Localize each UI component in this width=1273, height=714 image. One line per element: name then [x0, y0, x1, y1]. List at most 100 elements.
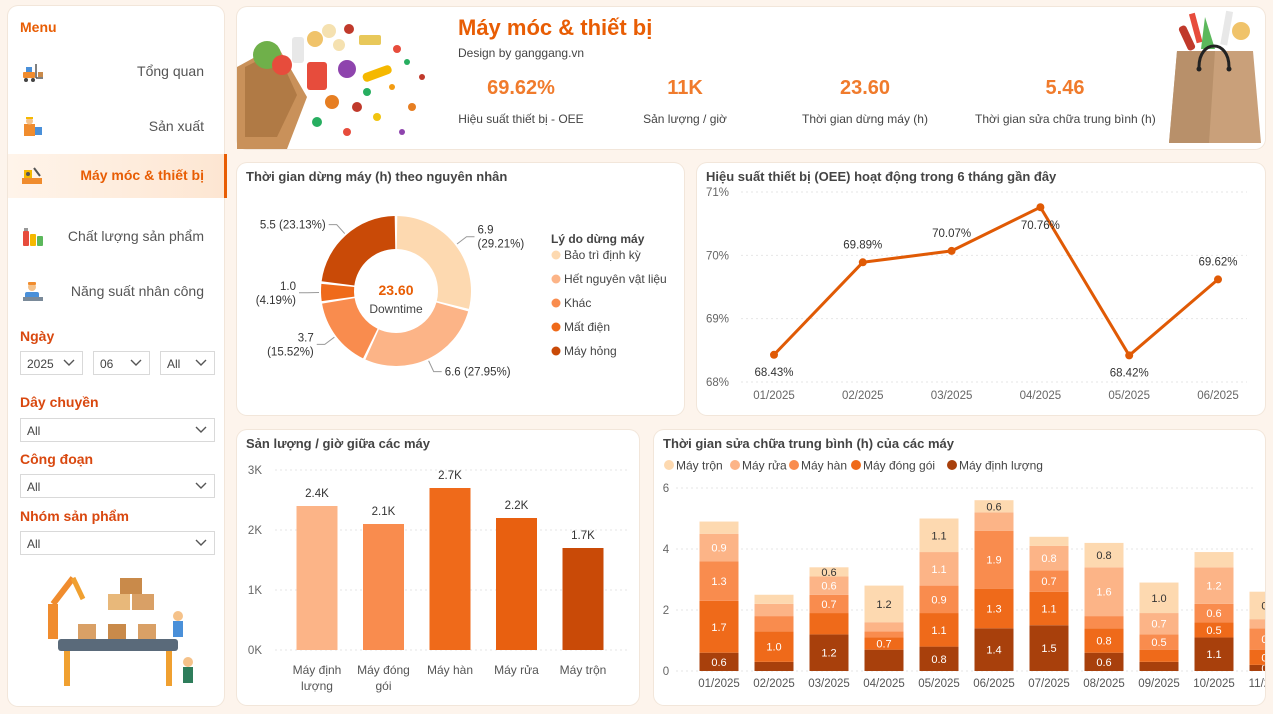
donut-center-value: 23.60	[378, 282, 413, 298]
segment-data-label: 1.5	[1041, 643, 1056, 655]
day-select[interactable]: All	[160, 351, 215, 375]
y-tick-label: 6	[663, 483, 669, 495]
repair-time-segment	[809, 634, 849, 671]
y-tick-label: 0K	[248, 645, 262, 657]
oee-line-chart: 68% 69% 70% 71% 01/2025 02/2025 03/2025 04/2025…	[706, 187, 1247, 402]
segment-data-label: 0.8	[931, 654, 946, 666]
segment-data-label: 1.3	[711, 576, 726, 588]
repair-time-segment	[754, 631, 794, 662]
legend-marker	[730, 460, 740, 470]
nav-item-production[interactable]: Sản xuất	[8, 105, 224, 149]
segment-data-label: 0.8	[1041, 553, 1056, 565]
group-select[interactable]: All	[20, 531, 215, 555]
segment-data-label: 1.7	[711, 622, 726, 634]
segment-data-label: 1.6	[1096, 587, 1111, 599]
repair-time-segment	[1084, 652, 1124, 671]
bar-data-label: 1.7K	[571, 530, 595, 542]
slice-label: 3.7	[298, 332, 314, 344]
kpi-value: 5.46	[1045, 77, 1085, 99]
segment-data-label: 0.6	[821, 581, 836, 593]
nav-item-machines[interactable]: Máy móc & thiết bị	[8, 154, 227, 198]
repair-time-segment	[1084, 542, 1124, 568]
output-bar	[363, 524, 404, 650]
line-select[interactable]: All	[20, 418, 215, 442]
segment-data-label: 0.5	[1151, 637, 1166, 649]
repair-time-segment	[974, 588, 1014, 629]
repair-time-segment	[919, 518, 959, 553]
x-tick-label: 01/2025	[698, 678, 740, 690]
repair-time-segment	[1029, 570, 1069, 592]
stage-select[interactable]: All	[20, 474, 215, 498]
page-subtitle: Design by ganggang.vn	[458, 46, 585, 60]
repair-time-segment	[974, 530, 1014, 589]
product-bottles-icon	[23, 228, 43, 246]
legend-label: Hết nguyên vật liệu	[564, 272, 667, 286]
downtime-donut-panel: Thời gian dừng máy (h) theo nguyên nhân …	[237, 163, 684, 415]
chart-title: Hiệu suất thiết bị (OEE) hoạt động trong…	[706, 169, 1057, 184]
chart-title: Thời gian dừng máy (h) theo nguyên nhân	[246, 169, 508, 184]
repair-time-segment	[919, 646, 959, 671]
x-tick-label: 06/2025	[973, 678, 1015, 690]
month-value: 06	[100, 357, 114, 371]
nav-item-labor[interactable]: Năng suất nhân công	[8, 270, 224, 314]
kpi-downtime: 23.60 Thời gian dừng máy (h)	[797, 77, 933, 126]
x-category-label: Máy hàn	[427, 663, 473, 677]
slice-pct-label: (15.52%)	[267, 346, 314, 358]
repair-time-segment	[864, 649, 904, 671]
legend-label: Máy định lượng	[959, 459, 1043, 473]
line-value: All	[27, 424, 41, 438]
kpi-output: 11K Sản lượng / giờ	[633, 77, 737, 126]
repair-time-segment	[864, 585, 904, 623]
oee-data-label: 68.43%	[754, 367, 793, 379]
legend-label: Máy đóng gói	[863, 459, 935, 473]
repair-time-segment	[699, 521, 739, 534]
repair-time-segment	[1029, 625, 1069, 671]
repair-time-segment	[974, 500, 1014, 513]
legend-marker	[551, 274, 561, 284]
x-tick-label: 08/2025	[1083, 678, 1125, 690]
oee-data-label: 69.89%	[843, 239, 882, 251]
repair-time-segment	[1249, 591, 1265, 620]
nav-item-overview[interactable]: Tổng quan	[8, 50, 224, 94]
oee-point	[1125, 351, 1134, 360]
segment-data-label: 0.9	[931, 594, 946, 606]
kpi-label: Hiệu suất thiết bị - OEE	[458, 112, 584, 126]
repair-time-segment	[754, 616, 794, 632]
nav-label: Sản xuất	[148, 118, 204, 134]
output-bar	[562, 548, 604, 650]
year-value: 2025	[27, 357, 54, 371]
bar-data-label: 2.4K	[305, 488, 329, 500]
segment-data-label: 0.6	[1096, 657, 1111, 669]
day-value: All	[167, 357, 181, 371]
segment-data-label: 0.9	[711, 542, 726, 554]
year-select[interactable]: 2025	[20, 351, 83, 375]
month-select[interactable]: 06	[93, 351, 150, 375]
segment-data-label: 0.6	[711, 657, 726, 669]
repair-time-panel: Thời gian sửa chữa trung bình (h) của cá…	[654, 430, 1265, 705]
x-tick-label: 09/2025	[1138, 678, 1180, 690]
kpi-mttr: 5.46 Thời gian sửa chữa trung bình (h)	[975, 77, 1156, 126]
donut-center-label: Downtime	[369, 302, 423, 316]
groceries-illustration	[237, 24, 425, 149]
repair-time-segment	[809, 594, 849, 614]
oee-point	[1036, 203, 1045, 212]
segment-data-label: 0.7	[1041, 576, 1056, 588]
repair-time-segment	[1139, 634, 1179, 650]
y-tick-label: 68%	[706, 377, 729, 389]
repair-time-segment	[1249, 649, 1265, 665]
segment-data-label: 1.1	[931, 530, 946, 542]
donut-slice	[396, 216, 471, 309]
y-tick-label: 3K	[248, 465, 262, 477]
bar-data-label: 2.1K	[372, 506, 396, 518]
bar-data-label: 2.2K	[505, 500, 529, 512]
repair-time-segment	[1139, 649, 1179, 662]
stage-value: All	[27, 480, 41, 494]
repair-time-segment	[1194, 552, 1234, 568]
chevron-down-icon	[195, 482, 207, 489]
segment-data-label: 0.8	[1096, 550, 1111, 562]
nav-item-quality[interactable]: Chất lượng sản phẩm	[8, 215, 224, 259]
oee-point	[947, 246, 956, 255]
y-tick-label: 71%	[706, 187, 729, 199]
segment-data-label: 0.6	[821, 567, 836, 579]
x-tick-label: 10/2025	[1193, 678, 1235, 690]
